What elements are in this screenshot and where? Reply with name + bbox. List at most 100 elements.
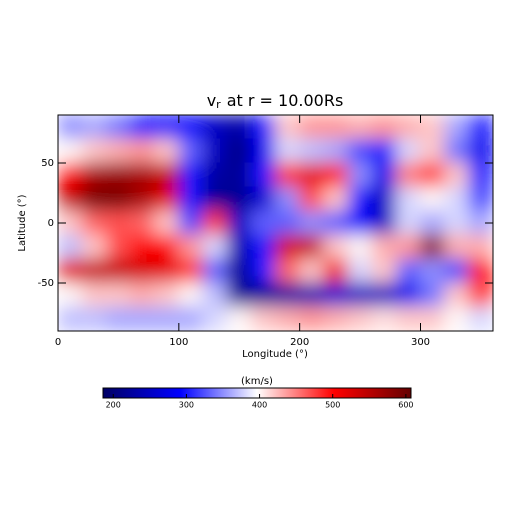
heat-cell [420,282,446,308]
heat-cell [226,306,252,331]
heat-cell [81,138,107,164]
heat-cell [275,162,301,188]
heat-cell [105,258,131,284]
y-tick-label: 50 [41,158,54,169]
x-axis-label: Longitude (°) [242,349,308,360]
colorbar-label: (km/s) [241,376,273,387]
heat-cell [250,115,276,140]
heat-cell [275,210,301,236]
heat-cell [178,282,204,308]
heat-cell [299,282,325,308]
x-tick-label: 200 [290,337,309,348]
heat-cell [323,138,349,164]
heat-cell [130,186,156,212]
colorbar-tick-label: 200 [106,401,121,410]
heat-cell [81,186,107,212]
heat-cell [178,258,204,284]
heat-cell [58,282,83,308]
heat-cell [81,210,107,236]
heat-cell [130,306,156,331]
heat-cell [468,258,493,284]
heat-cell [105,138,131,164]
heat-cell [202,186,228,212]
heat-cell [226,138,252,164]
heat-cell [81,306,107,331]
heat-cell [420,210,446,236]
heat-cell [275,186,301,212]
colorbar-tick-label: 300 [179,401,194,410]
heat-cell [202,162,228,188]
heat-cell [226,282,252,308]
x-tick-label: 300 [411,337,430,348]
heat-cell [105,282,131,308]
x-tick-label: 100 [169,337,188,348]
heat-cell [105,186,131,212]
heat-cell [468,138,493,164]
heat-cell [371,115,397,140]
heat-cell [444,138,470,164]
title-sub: r [216,98,221,111]
heat-cell [347,258,373,284]
heat-cell [395,115,421,140]
heat-cell [226,234,252,260]
heat-cell [105,210,131,236]
heat-cell [58,186,83,212]
heat-cell [420,138,446,164]
heat-cell [275,258,301,284]
heat-cell [130,282,156,308]
heat-cell [105,115,131,140]
heat-cell [130,234,156,260]
heat-cell [395,162,421,188]
heat-cell [299,162,325,188]
heat-cell [226,186,252,212]
heat-cell [250,210,276,236]
heat-cell [420,306,446,331]
heat-cell [154,115,180,140]
heat-cell [275,306,301,331]
heat-cell [371,186,397,212]
heat-cell [444,258,470,284]
heat-cell [323,210,349,236]
heat-cell [154,282,180,308]
heat-cell [105,306,131,331]
heat-cell [371,258,397,284]
heat-cell [58,234,83,260]
heat-cell [395,186,421,212]
heat-cell [154,186,180,212]
heat-cell [347,210,373,236]
heat-cell [275,138,301,164]
heat-cell [154,138,180,164]
title-rest: at r = 10.00Rs [227,91,344,110]
colorbar [102,387,412,399]
heat-cell [178,162,204,188]
heat-cell [58,138,83,164]
heat-cell [130,115,156,140]
heat-cell [299,115,325,140]
heat-cell [250,306,276,331]
y-tick-label: -50 [38,278,54,289]
heat-cell [395,210,421,236]
heat-cell [178,115,204,140]
heat-cell [347,306,373,331]
heat-cell [420,258,446,284]
heat-cell [299,234,325,260]
heat-cell [154,210,180,236]
heat-cell [105,162,131,188]
heat-cell [130,138,156,164]
heat-cell [226,210,252,236]
heat-cell [468,306,493,331]
heat-cell [250,186,276,212]
heat-cell [58,162,83,188]
heat-cell [81,115,107,140]
heat-cell [58,258,83,284]
colorbar-tick-label: 500 [325,401,340,410]
y-axis-label: Latitude (°) [17,194,28,251]
heat-cell [395,258,421,284]
heat-cell [299,258,325,284]
heat-cell [420,162,446,188]
heat-cell [395,234,421,260]
heat-cell [226,258,252,284]
heat-cell [81,258,107,284]
heat-cell [178,138,204,164]
heat-cell [468,162,493,188]
